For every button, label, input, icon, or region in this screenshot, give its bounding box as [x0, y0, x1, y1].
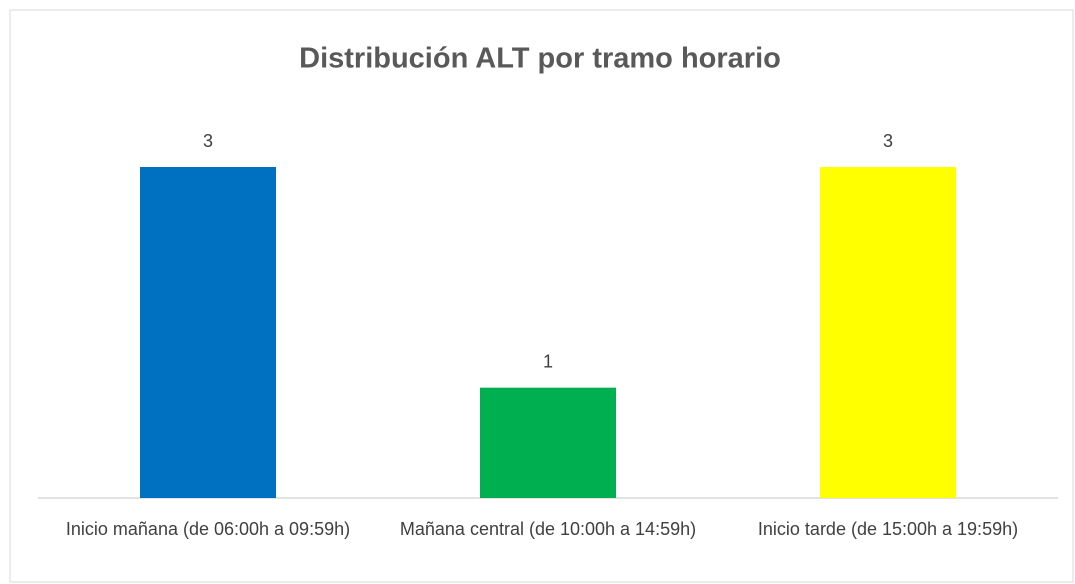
x-tick-label: Inicio mañana (de 06:00h a 09:59h)	[65, 519, 351, 539]
bar	[820, 167, 956, 498]
data-label: 3	[883, 131, 893, 151]
x-tick-label: Inicio tarde (de 15:00h a 19:59h)	[757, 519, 1019, 539]
x-tick-label: Mañana central (de 10:00h a 14:59h)	[399, 519, 697, 539]
chart-title: Distribución ALT por tramo horario	[299, 43, 781, 75]
data-label: 1	[543, 351, 553, 371]
data-label: 3	[203, 131, 213, 151]
bar	[140, 167, 276, 498]
bar	[480, 387, 616, 498]
